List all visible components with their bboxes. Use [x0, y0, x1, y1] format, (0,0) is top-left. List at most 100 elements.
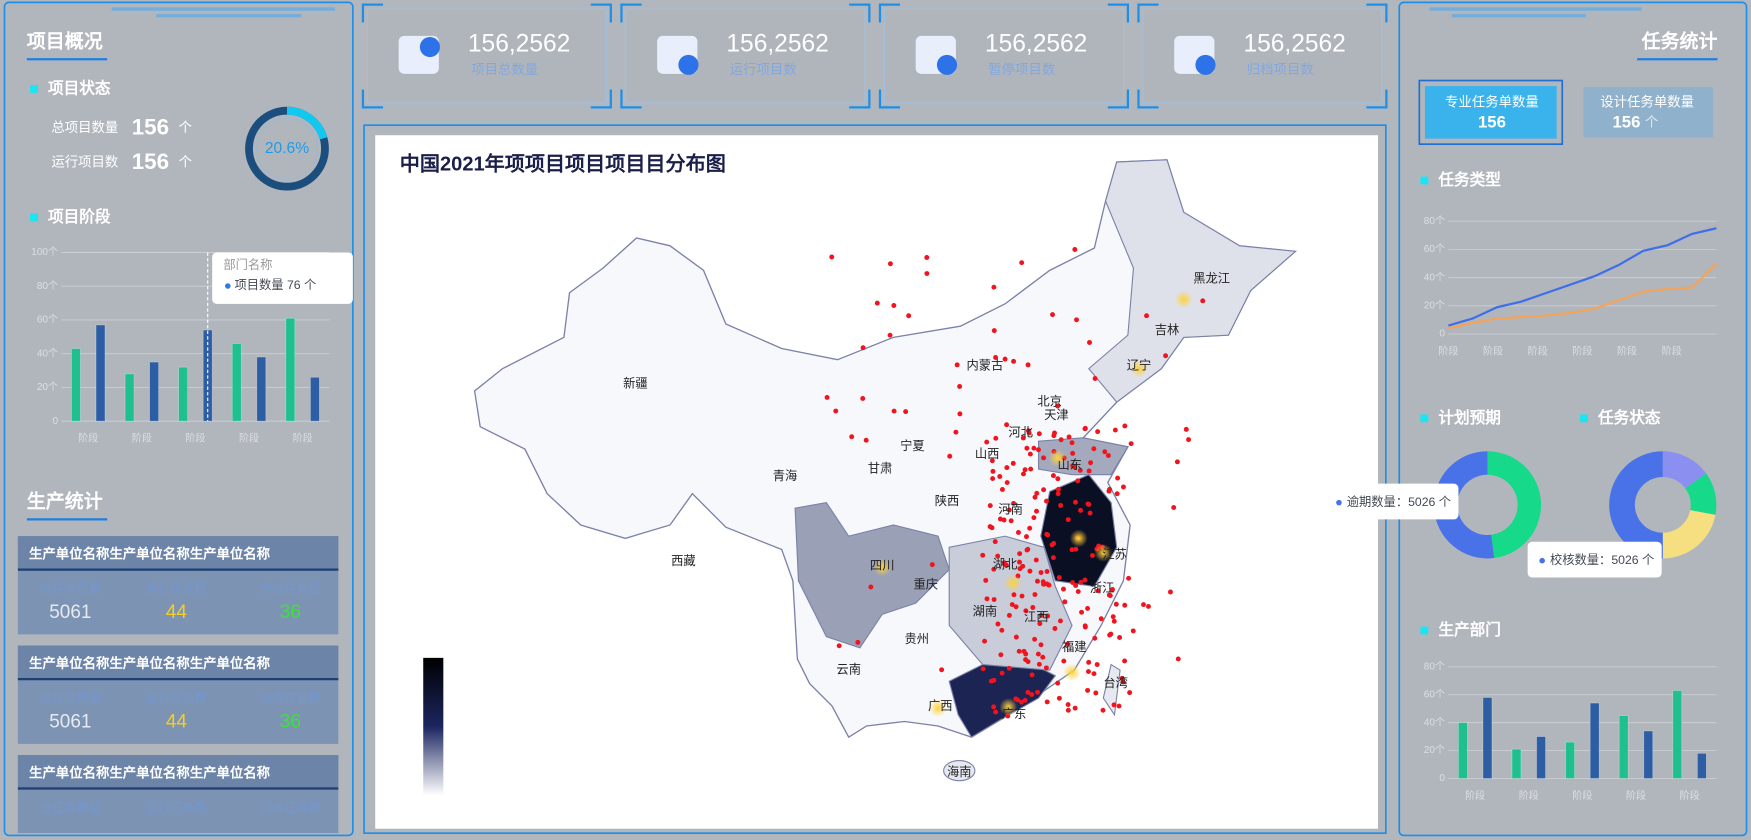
- map-dot: [1055, 403, 1061, 409]
- map-dot: [874, 300, 880, 306]
- card-title: 生产单位名称生产单位名称生产单位名称: [29, 765, 271, 781]
- map-dot: [993, 435, 999, 441]
- x-tick-label: 阶段: [1528, 345, 1548, 358]
- map-dot: [954, 362, 960, 368]
- map-dot: [1036, 447, 1041, 453]
- metric-value: 5061: [49, 602, 91, 623]
- map-dot: [1102, 449, 1108, 455]
- x-tick-label: 阶段: [293, 432, 313, 445]
- panel-title: 生产统计: [27, 490, 103, 513]
- taiwan: [1102, 663, 1121, 717]
- x-tick-label: 阶段: [1617, 345, 1637, 358]
- map-dot: [1082, 577, 1088, 583]
- kpi-corner: [878, 3, 1129, 109]
- button[interactable]: [1583, 87, 1714, 138]
- tooltip-text: 逾期数量：5026 个: [1347, 494, 1451, 509]
- map-dot: [1113, 601, 1119, 607]
- map-glow: [999, 698, 1018, 716]
- map-glow: [1069, 529, 1088, 548]
- section-heading: 项目状态: [48, 79, 111, 98]
- metric-value: 36: [280, 602, 301, 623]
- kpi-value: 156,2562: [726, 30, 828, 57]
- map-dot: [891, 303, 897, 308]
- map-dot: [1110, 614, 1116, 620]
- map-dot: [1025, 362, 1031, 368]
- map-dot: [1008, 518, 1014, 524]
- map-dot: [998, 652, 1004, 658]
- map-dot: [1033, 557, 1039, 563]
- map-dot: [1091, 446, 1097, 452]
- map-dot: [1114, 491, 1120, 497]
- kpi-label: 运行项目数: [730, 62, 798, 77]
- map-dot: [999, 487, 1005, 492]
- bar: [310, 376, 320, 422]
- map-dot: [1105, 453, 1111, 459]
- map-dot: [1146, 603, 1151, 609]
- province-label: 吉林: [1155, 323, 1180, 337]
- map-dot: [1077, 467, 1083, 473]
- button[interactable]: [1424, 86, 1557, 139]
- map-dot: [1100, 707, 1106, 713]
- map-dot: [1070, 580, 1076, 586]
- map-dot: [1026, 430, 1032, 436]
- map-dot: [1050, 555, 1056, 561]
- visual-map: [423, 657, 444, 796]
- map-dot: [1065, 641, 1070, 647]
- map-dot: [997, 474, 1003, 479]
- ratio-label: 20.6%: [265, 140, 309, 157]
- map-dot: [1090, 553, 1095, 558]
- map-dot: [1051, 541, 1057, 546]
- map-dot: [1111, 702, 1117, 708]
- button-label: 专业任务单数量: [1445, 94, 1539, 109]
- map-dot: [1144, 313, 1149, 319]
- map-dot: [1066, 434, 1072, 440]
- x-tick-label: 阶段: [1572, 789, 1592, 802]
- button-unit: 个: [1645, 115, 1658, 130]
- map-dot: [1082, 426, 1088, 432]
- y-tick-label: 20个: [1424, 744, 1445, 756]
- map-dot: [1106, 592, 1112, 598]
- metric-value: 36: [280, 712, 301, 733]
- map-dot: [953, 429, 959, 435]
- y-tick-label: 0: [52, 416, 58, 427]
- bar: [71, 348, 81, 422]
- map-dot: [1074, 317, 1079, 323]
- map-dot: [1186, 437, 1191, 443]
- tooltip-text: 校核数量：5026 个: [1550, 552, 1654, 567]
- map-dot: [989, 458, 995, 464]
- map-dot: [980, 666, 986, 672]
- bar: [285, 317, 296, 422]
- x-tick-label: 阶段: [185, 432, 205, 445]
- metric-label: 运行任务数: [146, 690, 207, 705]
- button-label: 设计任务单数量: [1600, 94, 1694, 109]
- map-dot: [993, 709, 999, 715]
- map-dot: [1120, 484, 1126, 490]
- province-label: 甘肃: [868, 461, 893, 475]
- metric-label: 运行任务数: [146, 581, 207, 596]
- province-label: 天津: [1044, 408, 1069, 422]
- map-dot: [1010, 460, 1016, 466]
- map-dot: [1078, 579, 1084, 585]
- metric-value: 5061: [49, 712, 91, 733]
- map-dot: [1001, 560, 1007, 566]
- map-dot: [833, 408, 839, 414]
- map-dot: [1073, 499, 1078, 505]
- kpi-value: 156,2562: [468, 30, 570, 57]
- map-dot: [1006, 665, 1012, 671]
- map-dot: [1034, 508, 1039, 514]
- map-glow: [1174, 290, 1193, 309]
- map-dot: [824, 394, 830, 400]
- card-title: 生产单位名称生产单位名称生产单位名称: [29, 655, 271, 671]
- map-dot: [1087, 340, 1092, 345]
- button-frame: [1418, 79, 1564, 146]
- bar: [231, 343, 242, 422]
- map-dot: [1044, 498, 1049, 504]
- province-label: 福建: [1062, 639, 1087, 654]
- card-header: [17, 755, 339, 789]
- bar: [1458, 722, 1468, 779]
- map-dot: [1020, 563, 1026, 569]
- x-tick-label: 阶段: [239, 432, 259, 445]
- metric-label: 总任务数量: [40, 690, 101, 705]
- map-dot: [1016, 530, 1021, 535]
- kpi-corner: [361, 3, 612, 109]
